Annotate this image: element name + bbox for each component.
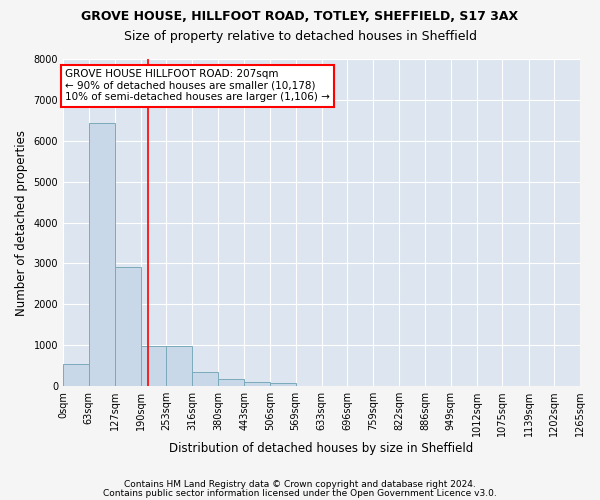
Bar [218, 380, 244, 386]
Y-axis label: Number of detached properties: Number of detached properties [15, 130, 28, 316]
Bar [244, 382, 270, 386]
Text: Contains public sector information licensed under the Open Government Licence v3: Contains public sector information licen… [103, 489, 497, 498]
Text: GROVE HOUSE HILLFOOT ROAD: 207sqm
← 90% of detached houses are smaller (10,178)
: GROVE HOUSE HILLFOOT ROAD: 207sqm ← 90% … [65, 69, 330, 102]
Bar [140, 346, 166, 386]
Text: Size of property relative to detached houses in Sheffield: Size of property relative to detached ho… [124, 30, 476, 43]
X-axis label: Distribution of detached houses by size in Sheffield: Distribution of detached houses by size … [169, 442, 473, 455]
Bar [63, 364, 89, 386]
Bar [192, 372, 218, 386]
Text: GROVE HOUSE, HILLFOOT ROAD, TOTLEY, SHEFFIELD, S17 3AX: GROVE HOUSE, HILLFOOT ROAD, TOTLEY, SHEF… [82, 10, 518, 23]
Bar [270, 383, 296, 386]
Text: Contains HM Land Registry data © Crown copyright and database right 2024.: Contains HM Land Registry data © Crown c… [124, 480, 476, 489]
Bar [89, 123, 115, 386]
Bar [166, 346, 192, 386]
Bar [115, 266, 140, 386]
